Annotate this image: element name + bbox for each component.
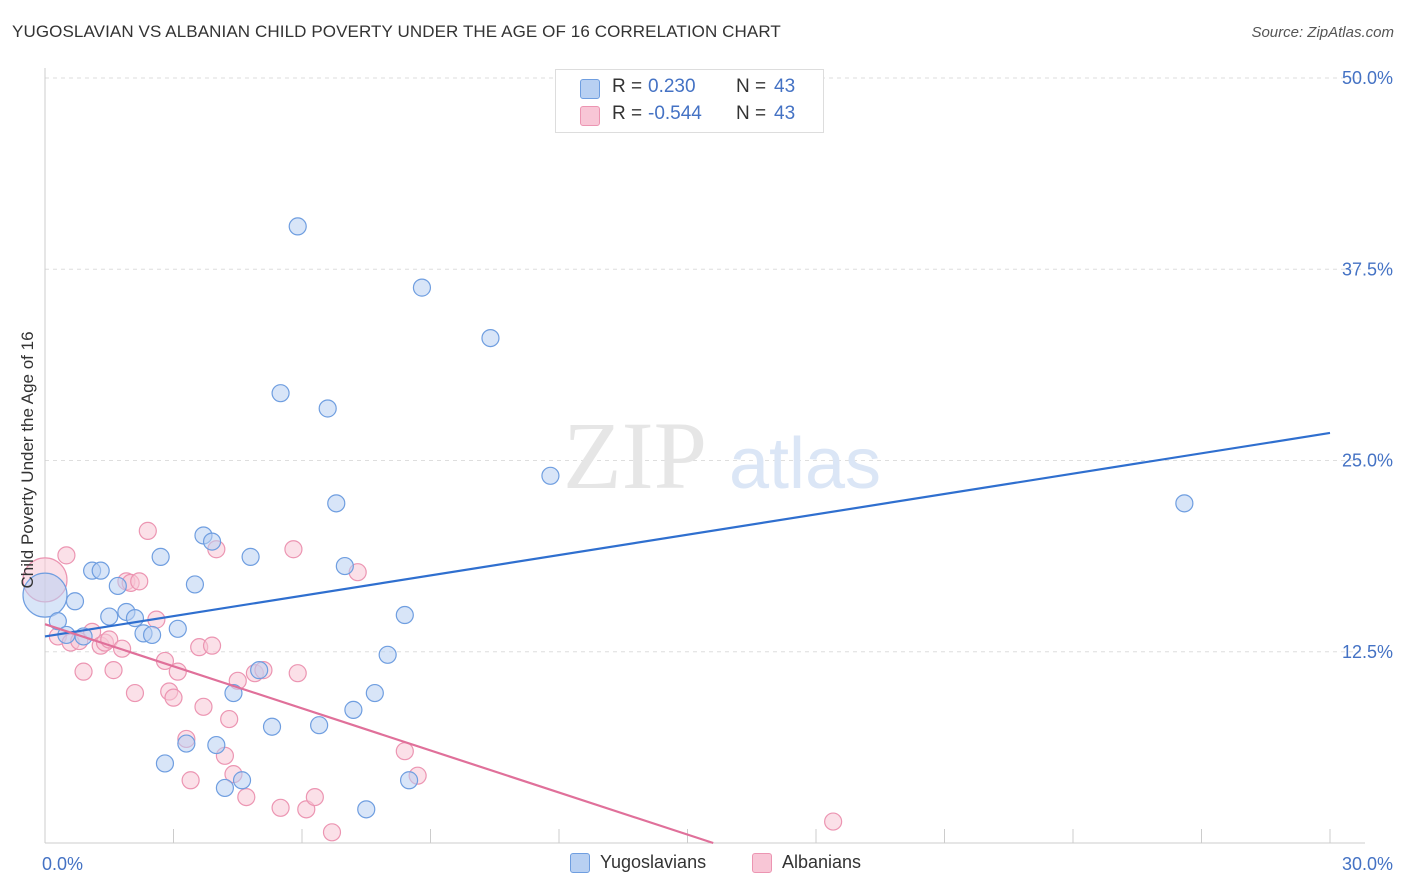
trend-lines — [44, 431, 1331, 845]
n-label: N = — [736, 76, 767, 97]
albanian-point — [125, 683, 145, 703]
n-value: 43 — [774, 103, 796, 124]
albanian-point — [164, 688, 183, 707]
albanian-point — [130, 572, 149, 591]
yugoslavian-point — [224, 683, 243, 703]
albanians-swatch — [580, 106, 600, 126]
tick-labels: 12.5% 25.0% 37.5% 50.0% 0.0% 30.0% — [42, 68, 1393, 874]
yugoslavian-point — [288, 217, 307, 236]
yugoslavian-point — [185, 575, 205, 594]
y-tick-label: 50.0% — [1342, 68, 1393, 88]
yugoslavian-point — [207, 735, 226, 755]
stats-row-yugoslavians: R = 0.230 N = 43 — [556, 75, 823, 101]
yugoslavian-point — [395, 605, 414, 625]
albanian-point — [104, 661, 123, 680]
yugoslavian-point — [357, 800, 376, 819]
albanian-point — [284, 540, 303, 559]
albanian-point — [194, 697, 213, 716]
albanians-trend-line — [44, 623, 714, 845]
yugoslavian-point — [335, 556, 354, 576]
watermark-atlas: atlas — [729, 424, 881, 504]
axes — [44, 68, 1365, 844]
r-label: R = — [612, 103, 643, 124]
stats-row-albanians: R = -0.544 N = 43 — [556, 102, 823, 128]
yugoslavian-point — [310, 716, 329, 735]
albanian-point — [322, 823, 342, 842]
yugoslavian-point — [541, 466, 560, 485]
yugoslavian-point — [91, 561, 110, 580]
n-value: 43 — [774, 76, 796, 97]
yugoslavian-point — [155, 754, 175, 773]
r-label: R = — [612, 76, 643, 97]
albanians-points — [22, 521, 843, 842]
albanian-point — [288, 664, 307, 683]
r-value: -0.544 — [648, 103, 702, 124]
y-axis-label: Child Poverty Under the Age of 16 — [18, 331, 37, 589]
yugoslavian-point — [151, 547, 170, 566]
legend-label: Albanians — [782, 852, 862, 872]
yugoslavians-points — [22, 217, 1194, 819]
yugoslavian-point — [365, 683, 384, 703]
yugoslavian-point — [48, 612, 67, 631]
yugoslavian-point — [22, 572, 68, 618]
albanian-point — [220, 709, 239, 729]
yugoslavian-point — [241, 547, 260, 566]
albanian-point — [202, 636, 222, 655]
albanian-point — [271, 798, 290, 817]
albanian-point — [181, 771, 200, 790]
yugoslavian-point — [481, 329, 500, 348]
yugoslavian-point — [65, 592, 85, 611]
y-tick-label: 12.5% — [1342, 642, 1393, 662]
yugoslavian-point — [100, 607, 119, 626]
yugoslavians-trend-line — [44, 431, 1331, 638]
yugoslavian-point — [1175, 494, 1194, 513]
x-tick-label: 0.0% — [42, 854, 83, 874]
chart-title: YUGOSLAVIAN VS ALBANIAN CHILD POVERTY UN… — [12, 22, 781, 41]
yugoslavian-point — [168, 619, 187, 638]
albanian-point — [824, 812, 843, 831]
albanians-legend-swatch — [752, 853, 772, 873]
yugoslavian-point — [344, 700, 363, 719]
yugoslavian-point — [399, 771, 419, 790]
yugoslavian-point — [271, 384, 290, 403]
yugoslavian-point — [215, 778, 234, 798]
y-tick-label: 37.5% — [1342, 259, 1393, 279]
yugoslavian-point — [262, 717, 282, 736]
x-tick-label: 30.0% — [1342, 854, 1393, 874]
yugoslavian-point — [202, 532, 222, 551]
legend-label: Yugoslavians — [600, 852, 707, 872]
yugoslavian-point — [142, 625, 162, 645]
grid-lines — [45, 77, 1365, 653]
y-tick-label: 25.0% — [1342, 451, 1393, 471]
yugoslavian-point — [250, 661, 269, 680]
yugoslavians-swatch — [580, 79, 600, 99]
watermark: ZIP atlas — [563, 402, 881, 509]
n-label: N = — [736, 103, 767, 124]
albanian-point — [237, 787, 256, 807]
yugoslavian-point — [378, 645, 397, 664]
albanian-point — [305, 787, 324, 807]
stats-legend: R = 0.230 N = 43 R = -0.544 N = 43 — [555, 69, 824, 133]
yugoslavian-point — [412, 278, 432, 297]
albanian-point — [138, 521, 157, 540]
yugoslavians-legend-swatch — [570, 853, 590, 873]
albanian-point — [74, 662, 93, 681]
yugoslavian-point — [177, 734, 196, 753]
yugoslavian-point — [318, 399, 337, 418]
yugoslavian-point — [327, 494, 346, 513]
yugoslavian-point — [108, 576, 127, 596]
source-credit: Source: ZipAtlas.com — [1251, 24, 1394, 41]
r-value: 0.230 — [648, 76, 696, 97]
albanian-point — [395, 742, 414, 761]
yugoslavian-point — [232, 771, 252, 790]
albanian-point — [57, 546, 76, 565]
watermark-zip: ZIP — [563, 402, 707, 509]
